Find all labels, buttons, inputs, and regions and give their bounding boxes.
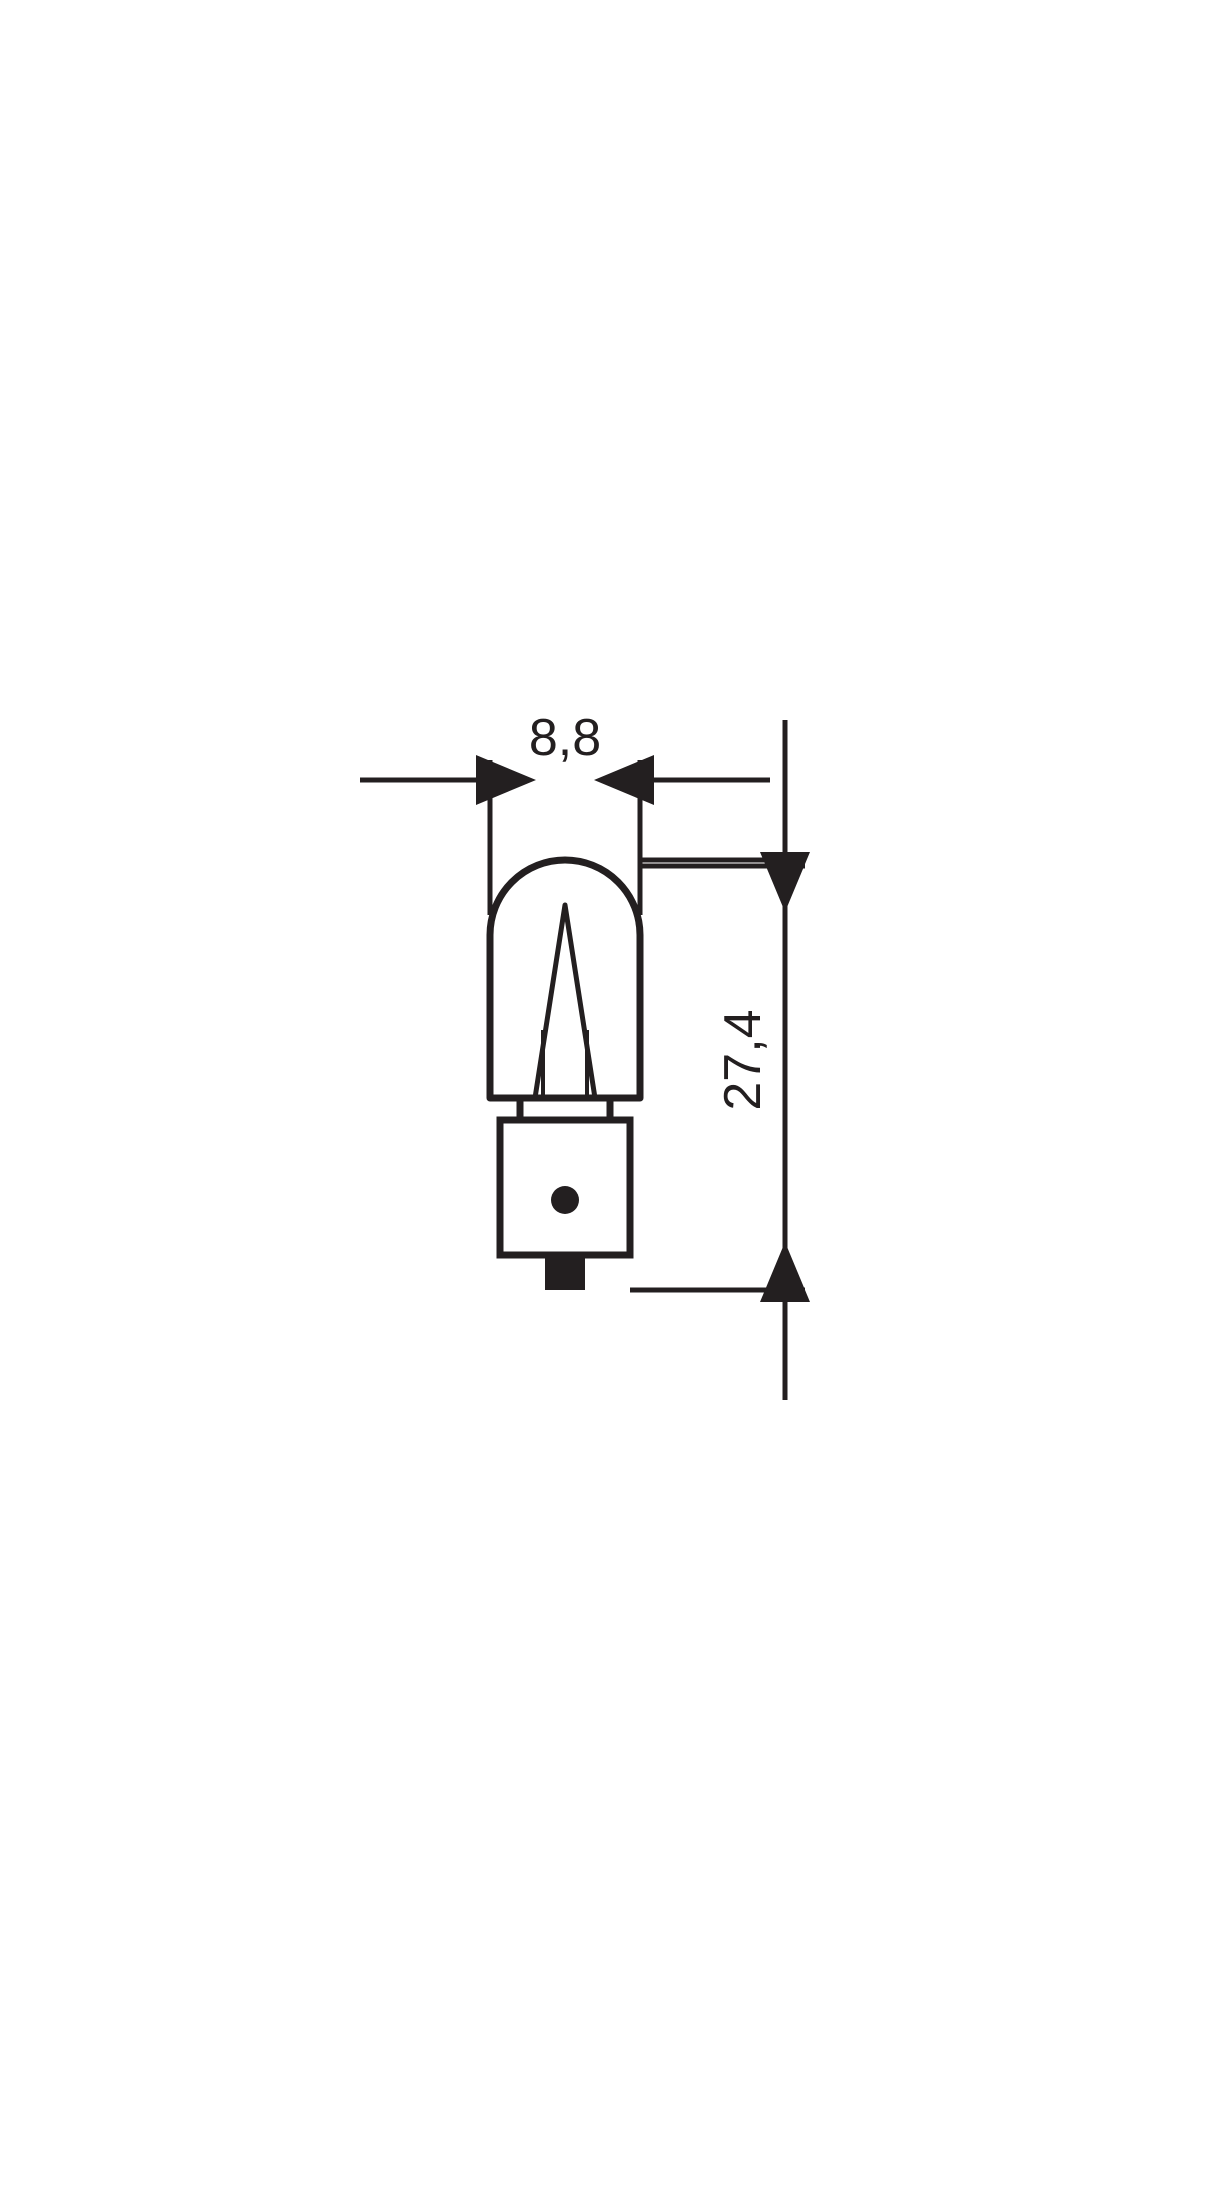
dim-width-label: 8,8	[529, 709, 601, 767]
dim-height-label: 27,4	[714, 1009, 772, 1110]
bulb-contact	[545, 1255, 585, 1290]
diagram-stage: 8,8 27,4	[0, 0, 1214, 2190]
bulb-technical-drawing: 8,8 27,4	[0, 0, 1214, 2190]
bulb-glass	[490, 860, 640, 1098]
bulb-pin-dot	[551, 1186, 579, 1214]
